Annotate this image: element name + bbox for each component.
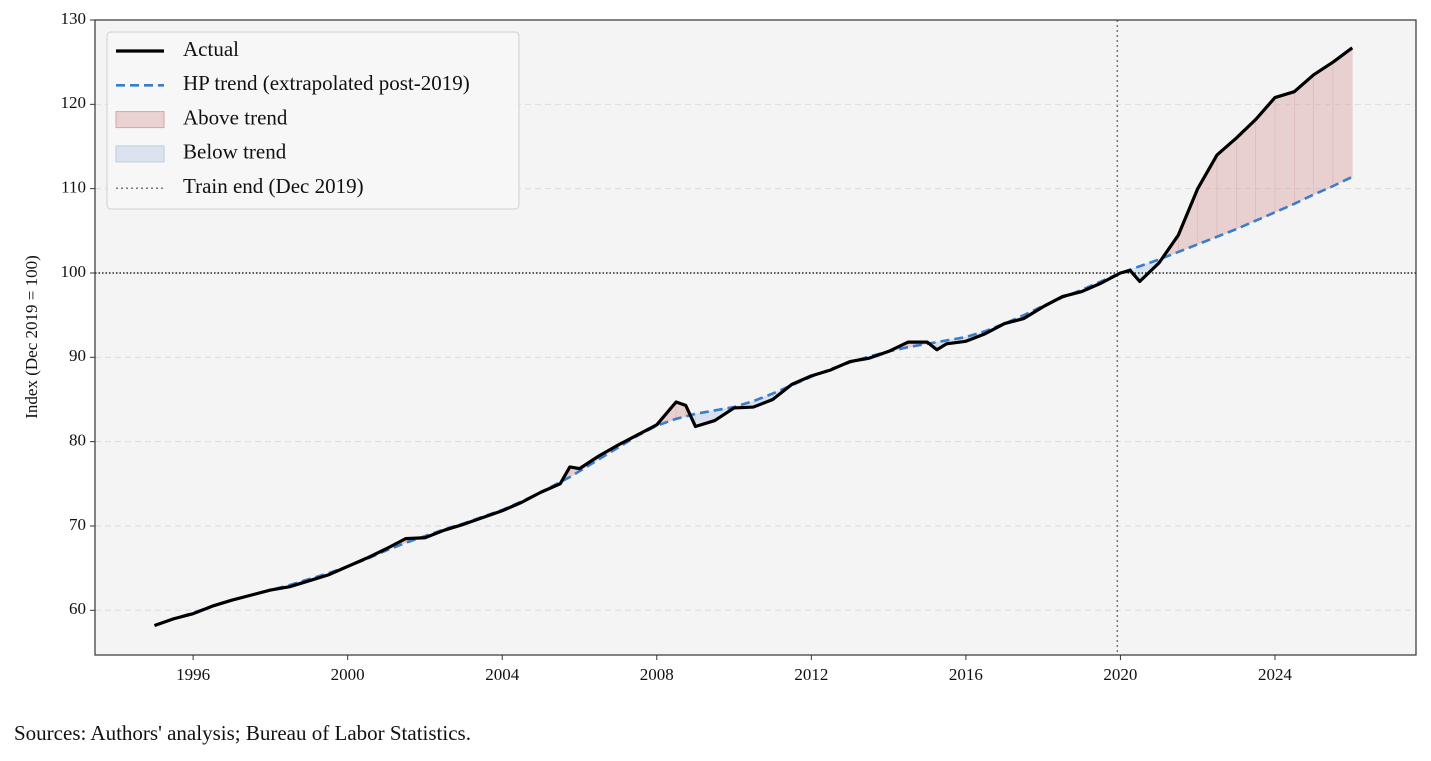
legend-label: Actual (183, 37, 239, 61)
above-trend-fill (1313, 61, 1334, 195)
legend-label: Train end (Dec 2019) (183, 174, 364, 198)
x-tick-label: 2020 (1103, 665, 1137, 684)
source-note: Sources: Authors' analysis; Bureau of La… (14, 721, 471, 745)
x-tick-label: 2024 (1258, 665, 1293, 684)
x-tick-label: 2016 (949, 665, 983, 684)
legend-label: HP trend (extrapolated post-2019) (183, 71, 470, 95)
x-tick-label: 2004 (485, 665, 520, 684)
y-tick-label: 70 (69, 515, 86, 534)
y-tick-label: 100 (61, 262, 87, 281)
x-tick-label: 2000 (331, 665, 365, 684)
y-tick-label: 60 (69, 599, 86, 618)
y-tick-label: 130 (61, 9, 87, 28)
y-tick-label: 90 (69, 346, 86, 365)
above-trend-fill (1274, 91, 1295, 213)
y-tick-label: 110 (61, 178, 86, 197)
y-tick-label: 120 (61, 93, 87, 112)
plot-area (95, 19, 1416, 655)
legend-swatch (115, 111, 165, 129)
legend-label: Below trend (183, 140, 287, 164)
legend-box (106, 31, 520, 210)
legend-swatch (115, 145, 165, 163)
above-trend-fill (1294, 74, 1314, 205)
x-tick-label: 2008 (640, 665, 674, 684)
above-trend-fill (1332, 47, 1353, 187)
legend-label: Above trend (183, 105, 288, 129)
trend-line (154, 175, 1353, 627)
y-tick-label: 80 (69, 431, 86, 450)
actual-line (153, 46, 1354, 627)
y-axis-label: Index (Dec 2019 = 100) (22, 255, 41, 418)
plot-frame (94, 19, 1417, 656)
x-tick-label: 2012 (794, 665, 828, 684)
x-tick-label: 1996 (176, 665, 210, 684)
